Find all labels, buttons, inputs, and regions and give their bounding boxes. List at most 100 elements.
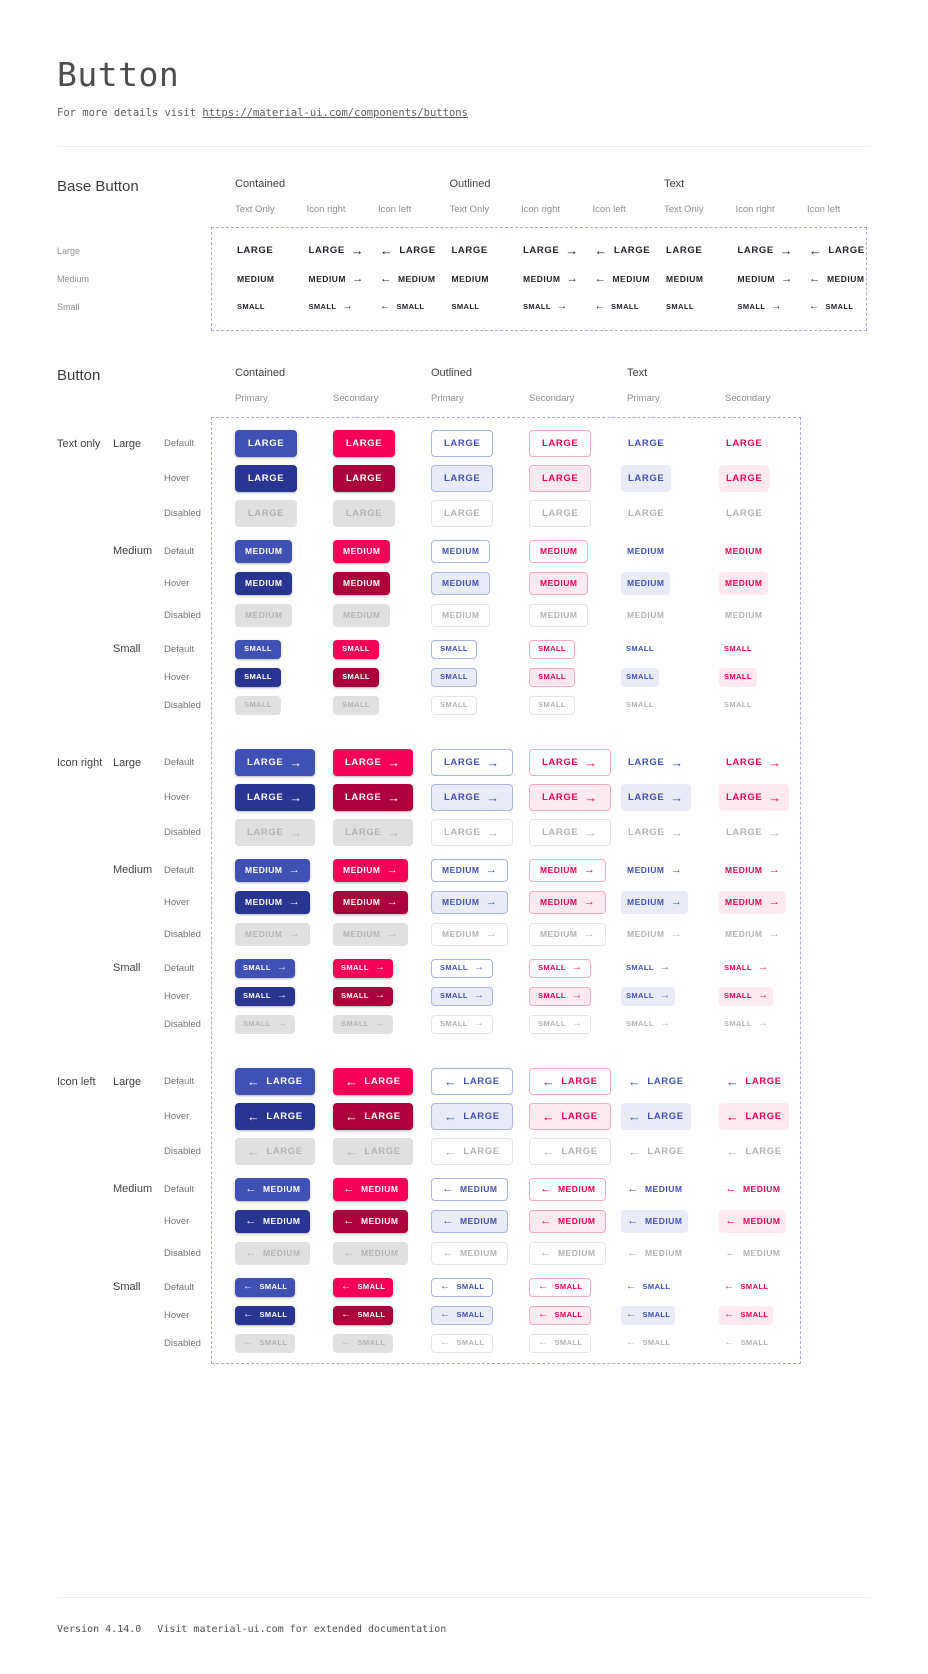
button-sample-outlined-secondary-default[interactable]: ← SMALL bbox=[529, 1277, 592, 1297]
button-sample-outlined-secondary-default[interactable]: MEDIUM → bbox=[529, 858, 607, 882]
button-sample-contained-secondary-hover[interactable]: MEDIUM → bbox=[333, 890, 409, 914]
button-sample-text-secondary-default[interactable]: ← LARGE bbox=[719, 1068, 789, 1095]
button-sample-outlined-primary-hover[interactable]: MEDIUM bbox=[431, 571, 491, 595]
button-sample-outlined-primary-hover[interactable]: LARGE bbox=[431, 465, 494, 492]
button-sample-outlined-primary-default[interactable]: SMALL → bbox=[431, 958, 494, 978]
button-sample-outlined-primary-hover[interactable]: ← LARGE bbox=[431, 1103, 513, 1130]
button-sample-contained-primary-hover[interactable]: SMALL → bbox=[235, 986, 296, 1006]
button-sample-outlined-primary-hover[interactable]: ← SMALL bbox=[431, 1305, 494, 1325]
button-sample-outlined-secondary-default[interactable]: LARGE → bbox=[529, 749, 611, 776]
button-sample-text-primary-default[interactable]: LARGE bbox=[621, 430, 671, 457]
button-sample-text-secondary-default[interactable]: SMALL bbox=[719, 640, 757, 659]
base-button[interactable]: LARGE → bbox=[736, 238, 796, 265]
base-button[interactable]: SMALL → bbox=[307, 298, 355, 317]
base-button[interactable]: SMALL bbox=[235, 298, 267, 317]
button-sample-text-primary-hover[interactable]: ← SMALL bbox=[621, 1305, 676, 1325]
button-sample-outlined-primary-hover[interactable]: MEDIUM → bbox=[431, 890, 509, 914]
button-sample-outlined-primary-hover[interactable]: SMALL bbox=[431, 667, 477, 687]
button-sample-contained-secondary-default[interactable]: ← MEDIUM bbox=[333, 1177, 409, 1201]
base-button[interactable]: ← MEDIUM bbox=[378, 268, 437, 291]
button-sample-outlined-secondary-hover[interactable]: LARGE → bbox=[529, 784, 611, 811]
button-sample-text-primary-hover[interactable]: SMALL → bbox=[621, 986, 676, 1006]
button-sample-text-primary-default[interactable]: LARGE → bbox=[621, 749, 691, 776]
button-sample-contained-secondary-default[interactable]: SMALL bbox=[333, 639, 379, 659]
button-sample-outlined-primary-default[interactable]: MEDIUM → bbox=[431, 858, 509, 882]
base-button[interactable]: MEDIUM → bbox=[521, 268, 580, 291]
button-sample-text-secondary-hover[interactable]: ← LARGE bbox=[719, 1103, 789, 1130]
base-button[interactable]: SMALL → bbox=[736, 298, 784, 317]
button-sample-text-primary-default[interactable]: SMALL → bbox=[621, 959, 675, 978]
button-sample-contained-primary-hover[interactable]: LARGE bbox=[235, 465, 297, 492]
base-button[interactable]: LARGE bbox=[235, 238, 275, 265]
button-sample-text-primary-default[interactable]: MEDIUM bbox=[621, 540, 670, 563]
button-sample-outlined-secondary-hover[interactable]: SMALL → bbox=[529, 986, 592, 1006]
button-sample-outlined-primary-hover[interactable]: ← MEDIUM bbox=[431, 1209, 509, 1233]
button-sample-text-primary-default[interactable]: ← LARGE bbox=[621, 1068, 691, 1095]
base-button[interactable]: LARGE → bbox=[521, 238, 581, 265]
button-sample-contained-secondary-hover[interactable]: ← SMALL bbox=[333, 1305, 394, 1325]
button-sample-contained-primary-default[interactable]: LARGE → bbox=[235, 749, 315, 776]
base-button[interactable]: MEDIUM → bbox=[307, 268, 366, 291]
base-button[interactable]: ← LARGE bbox=[378, 238, 438, 265]
button-sample-outlined-primary-default[interactable]: LARGE → bbox=[431, 749, 513, 776]
base-button[interactable]: MEDIUM bbox=[664, 268, 705, 291]
button-sample-text-secondary-hover[interactable]: ← MEDIUM bbox=[719, 1209, 787, 1233]
button-sample-contained-primary-default[interactable]: SMALL → bbox=[235, 958, 296, 978]
button-sample-outlined-secondary-default[interactable]: ← MEDIUM bbox=[529, 1177, 607, 1201]
button-sample-text-secondary-hover[interactable]: LARGE → bbox=[719, 784, 789, 811]
base-button[interactable]: MEDIUM → bbox=[736, 268, 795, 291]
button-sample-contained-primary-default[interactable]: ← SMALL bbox=[235, 1277, 296, 1297]
button-sample-text-secondary-default[interactable]: LARGE bbox=[719, 430, 769, 457]
button-sample-outlined-primary-default[interactable]: MEDIUM bbox=[431, 539, 491, 563]
base-button[interactable]: LARGE bbox=[664, 238, 704, 265]
button-sample-contained-primary-hover[interactable]: ← LARGE bbox=[235, 1103, 315, 1130]
button-sample-contained-secondary-default[interactable]: MEDIUM bbox=[333, 539, 391, 563]
button-sample-outlined-secondary-hover[interactable]: LARGE bbox=[529, 465, 592, 492]
button-sample-contained-primary-hover[interactable]: ← SMALL bbox=[235, 1305, 296, 1325]
button-sample-outlined-primary-default[interactable]: SMALL bbox=[431, 639, 477, 659]
docs-link[interactable]: https://material-ui.com/components/butto… bbox=[202, 107, 468, 119]
button-sample-text-primary-hover[interactable]: MEDIUM → bbox=[621, 890, 689, 914]
button-sample-contained-secondary-default[interactable]: LARGE bbox=[333, 430, 395, 457]
base-button[interactable]: ← SMALL bbox=[593, 298, 641, 317]
button-sample-outlined-primary-hover[interactable]: SMALL → bbox=[431, 986, 494, 1006]
button-sample-contained-primary-default[interactable]: MEDIUM bbox=[235, 539, 293, 563]
button-sample-text-primary-default[interactable]: MEDIUM → bbox=[621, 859, 688, 882]
button-sample-outlined-secondary-hover[interactable]: ← SMALL bbox=[529, 1305, 592, 1325]
button-sample-outlined-primary-default[interactable]: ← LARGE bbox=[431, 1068, 513, 1095]
base-button[interactable]: MEDIUM bbox=[235, 268, 276, 291]
button-sample-outlined-secondary-default[interactable]: ← LARGE bbox=[529, 1068, 611, 1095]
button-sample-text-primary-hover[interactable]: LARGE bbox=[621, 465, 672, 492]
base-button[interactable]: LARGE bbox=[450, 238, 490, 265]
button-sample-text-secondary-default[interactable]: MEDIUM → bbox=[719, 859, 786, 882]
button-sample-text-secondary-hover[interactable]: MEDIUM bbox=[719, 571, 769, 595]
button-sample-text-primary-hover[interactable]: ← LARGE bbox=[621, 1103, 691, 1130]
button-sample-text-secondary-hover[interactable]: MEDIUM → bbox=[719, 890, 787, 914]
button-sample-outlined-primary-default[interactable]: ← MEDIUM bbox=[431, 1177, 509, 1201]
button-sample-contained-secondary-hover[interactable]: SMALL bbox=[333, 667, 379, 687]
button-sample-contained-secondary-hover[interactable]: SMALL → bbox=[333, 986, 394, 1006]
button-sample-text-primary-default[interactable]: SMALL bbox=[621, 640, 659, 659]
button-sample-text-primary-hover[interactable]: MEDIUM bbox=[621, 571, 671, 595]
button-sample-contained-secondary-default[interactable]: SMALL → bbox=[333, 958, 394, 978]
button-sample-contained-primary-hover[interactable]: MEDIUM bbox=[235, 571, 293, 595]
button-sample-outlined-secondary-default[interactable]: SMALL bbox=[529, 639, 575, 659]
base-button[interactable]: SMALL bbox=[664, 298, 696, 317]
base-button[interactable]: MEDIUM bbox=[450, 268, 491, 291]
button-sample-text-secondary-default[interactable]: SMALL → bbox=[719, 959, 773, 978]
button-sample-contained-primary-default[interactable]: SMALL bbox=[235, 639, 281, 659]
base-button[interactable]: ← LARGE bbox=[593, 238, 653, 265]
button-sample-text-primary-default[interactable]: ← MEDIUM bbox=[621, 1178, 688, 1201]
button-sample-contained-secondary-hover[interactable]: ← LARGE bbox=[333, 1103, 413, 1130]
button-sample-contained-secondary-default[interactable]: MEDIUM → bbox=[333, 858, 409, 882]
button-sample-text-secondary-hover[interactable]: LARGE bbox=[719, 465, 770, 492]
button-sample-contained-secondary-hover[interactable]: LARGE bbox=[333, 465, 395, 492]
button-sample-outlined-secondary-hover[interactable]: SMALL bbox=[529, 667, 575, 687]
base-button[interactable]: ← SMALL bbox=[807, 298, 855, 317]
button-sample-contained-secondary-default[interactable]: LARGE → bbox=[333, 749, 413, 776]
button-sample-contained-secondary-hover[interactable]: ← MEDIUM bbox=[333, 1209, 409, 1233]
base-button[interactable]: ← SMALL bbox=[378, 298, 426, 317]
button-sample-text-secondary-hover[interactable]: SMALL bbox=[719, 667, 757, 687]
button-sample-outlined-primary-default[interactable]: ← SMALL bbox=[431, 1277, 494, 1297]
base-button[interactable]: ← LARGE bbox=[807, 238, 867, 265]
